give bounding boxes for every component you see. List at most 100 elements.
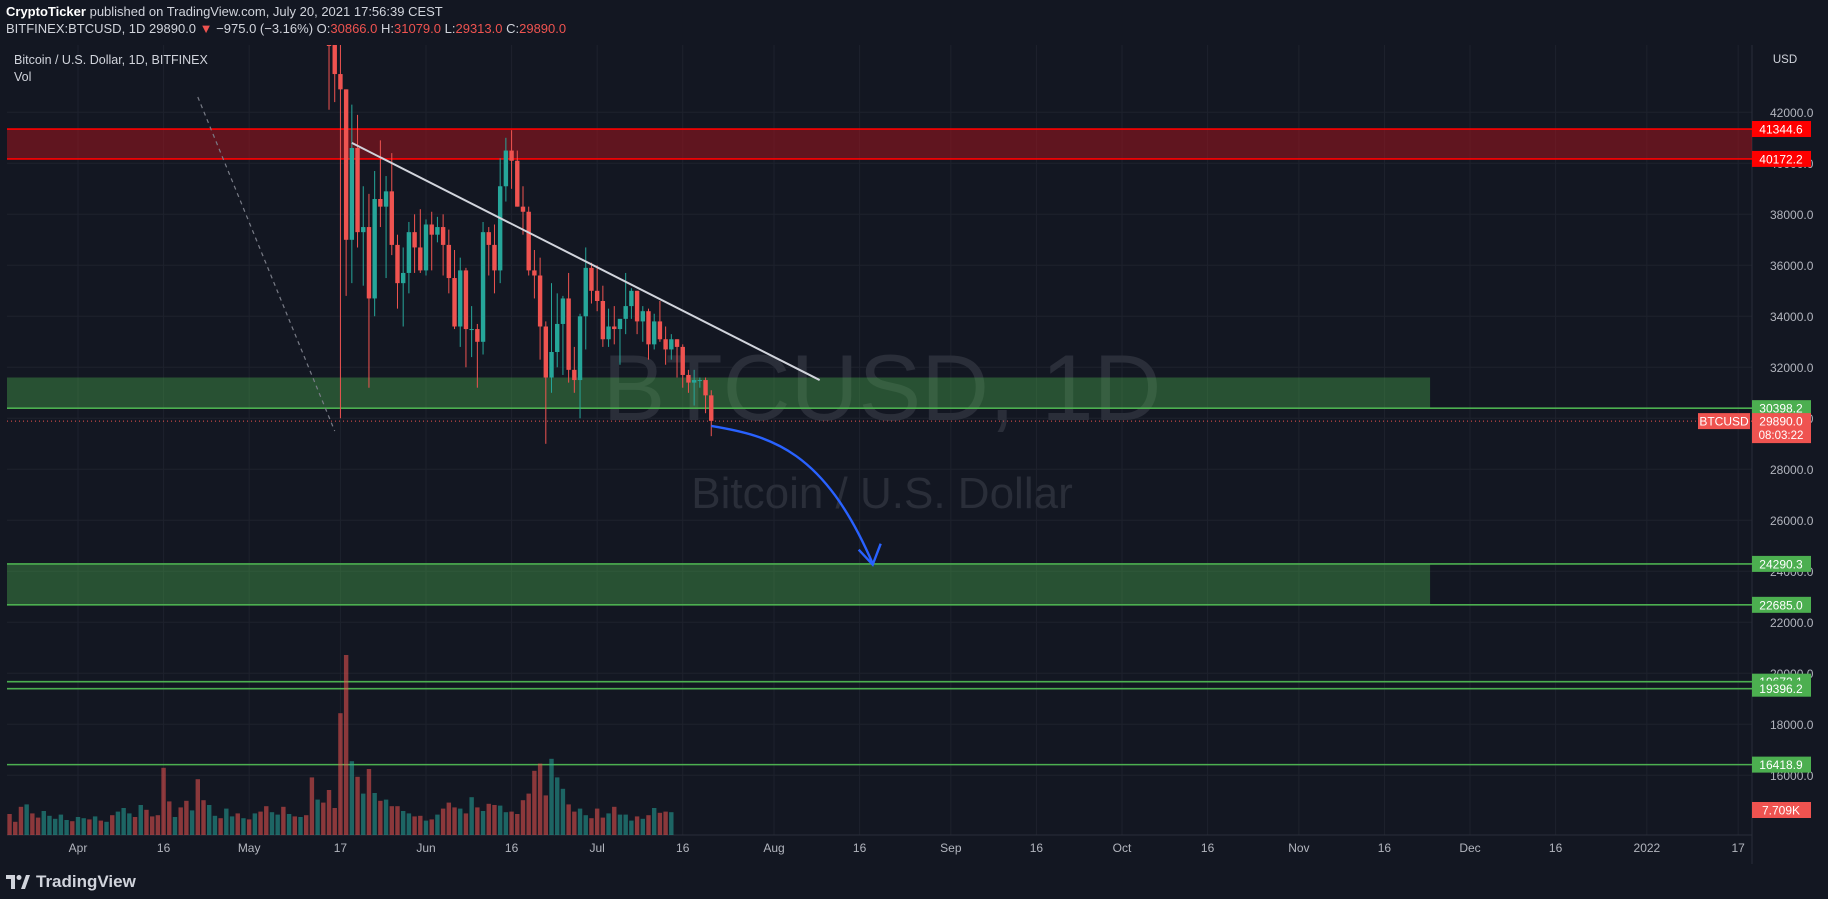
volume-bar bbox=[389, 806, 394, 835]
volume-bar bbox=[458, 808, 463, 835]
volume-bar bbox=[640, 818, 645, 835]
candle-body bbox=[366, 227, 372, 299]
candle-body bbox=[663, 339, 668, 350]
candle-body bbox=[617, 318, 623, 330]
candle-body bbox=[577, 316, 583, 381]
candle-body bbox=[572, 369, 577, 381]
currency-label[interactable]: USD bbox=[1773, 54, 1797, 66]
candle-body bbox=[406, 232, 412, 273]
watermark: BTCUSD, 1D Bitcoin / U.S. Dollar bbox=[603, 335, 1162, 518]
price-label-text: 24290.3 bbox=[1759, 557, 1803, 571]
candle-body bbox=[338, 74, 343, 90]
publish-info: CryptoTicker published on TradingView.co… bbox=[6, 4, 443, 19]
volume-bar bbox=[52, 818, 58, 835]
candle-body bbox=[400, 272, 406, 284]
tradingview-brand: TradingView bbox=[36, 872, 136, 891]
volume-bar bbox=[332, 808, 337, 835]
volume-bar bbox=[144, 809, 149, 835]
candle-body bbox=[509, 150, 514, 161]
volume-bar bbox=[258, 811, 263, 835]
volume-bar bbox=[355, 776, 360, 835]
time-axis[interactable]: Apr 16 May 17 Jun 16 Jul 16 Aug 16 Sep 16 Oct 16 Nov 16… bbox=[69, 841, 1745, 855]
price-tick-label: 26000.0 bbox=[1770, 514, 1814, 528]
volume-bar bbox=[298, 817, 303, 835]
candle-body bbox=[566, 298, 571, 370]
volume-bar bbox=[47, 815, 52, 835]
author-name[interactable]: CryptoTicker bbox=[6, 4, 86, 19]
volume-bar bbox=[149, 816, 155, 835]
candle-body bbox=[326, 45, 332, 46]
volume-bar bbox=[212, 815, 218, 835]
time-tick-label: 16 bbox=[1201, 841, 1215, 855]
header-bar: CryptoTicker published on TradingView.co… bbox=[0, 0, 1828, 42]
volume-bar bbox=[646, 815, 651, 835]
candle-body bbox=[606, 326, 611, 340]
volume-bar bbox=[600, 817, 606, 835]
volume-bar bbox=[577, 808, 583, 835]
price-label-text: 19396.2 bbox=[1759, 682, 1803, 696]
volume-bar bbox=[549, 758, 554, 835]
candle-body bbox=[703, 380, 708, 396]
low-label: L: bbox=[444, 21, 456, 36]
candle-body bbox=[634, 290, 640, 322]
tradingview-logo-icon bbox=[6, 875, 30, 889]
forecast-arrow[interactable] bbox=[711, 424, 874, 565]
volume-bar bbox=[264, 806, 269, 835]
volume-bar bbox=[252, 813, 258, 835]
candle-body bbox=[709, 395, 714, 421]
close-label: C: bbox=[506, 21, 520, 36]
volume-bar bbox=[18, 806, 24, 835]
price-label-text: 30398.2 bbox=[1759, 402, 1803, 416]
volume-bar bbox=[275, 814, 280, 835]
tradingview-logo[interactable]: TradingView bbox=[6, 872, 136, 892]
volume-bar bbox=[480, 811, 486, 835]
candle-body bbox=[332, 45, 337, 75]
volume-bar bbox=[497, 805, 503, 835]
volume-bar bbox=[7, 814, 12, 835]
volume-bar bbox=[30, 813, 35, 835]
time-tick-label: 16 bbox=[505, 841, 519, 855]
volume-bar bbox=[452, 807, 457, 835]
volume-bar bbox=[161, 767, 166, 835]
candle-body bbox=[532, 270, 537, 276]
candle-body bbox=[669, 339, 674, 350]
price-axis[interactable]: 16000.018000.020000.022000.024000.026000… bbox=[1698, 106, 1814, 818]
trend-line[interactable] bbox=[351, 142, 821, 381]
chart-legend: Bitcoin / U.S. Dollar, 1D, BITFINEX Vol bbox=[14, 53, 208, 84]
volume-bar bbox=[172, 817, 178, 835]
volume-bar bbox=[98, 820, 104, 835]
volume-label-badge bbox=[1752, 802, 1811, 818]
price-tick-label: 28000.0 bbox=[1770, 463, 1814, 477]
time-tick-label: 16 bbox=[157, 841, 171, 855]
ohlc-line: BITFINEX:BTCUSD, 1D 29890.0 ▼ −975.0 (−3… bbox=[6, 21, 566, 36]
time-tick-label: 16 bbox=[1549, 841, 1563, 855]
published-text: published on TradingView.com, July 20, 2… bbox=[89, 4, 443, 19]
volume-bar bbox=[281, 806, 286, 835]
time-tick-label: Oct bbox=[1113, 841, 1132, 855]
low-value: 29313.0 bbox=[455, 21, 503, 36]
volume-bar bbox=[24, 804, 29, 835]
volume-bar bbox=[383, 799, 389, 835]
volume-bar bbox=[555, 777, 560, 835]
volume-bar bbox=[543, 795, 549, 835]
volume-bar bbox=[560, 788, 566, 835]
price-label-text: 40172.2 bbox=[1759, 152, 1803, 166]
volume-bar bbox=[503, 812, 509, 835]
volume-bar bbox=[583, 815, 588, 835]
candle-body bbox=[640, 311, 645, 322]
symbol-text: BITFINEX:BTCUSD, 1D bbox=[6, 21, 146, 36]
footer: TradingView bbox=[0, 864, 1828, 899]
candle-body bbox=[343, 89, 349, 240]
price-chart[interactable]: BTCUSD, 1D Bitcoin / U.S. Dollar 16000.0… bbox=[0, 0, 1828, 864]
candle-body bbox=[497, 186, 503, 271]
candle-body bbox=[600, 301, 606, 340]
volume-bar bbox=[13, 821, 18, 835]
price-change: −975.0 (−3.16%) bbox=[216, 21, 314, 36]
volume-bar bbox=[589, 818, 594, 835]
volume-bar bbox=[509, 811, 514, 835]
candle-body bbox=[691, 380, 697, 383]
open-value: 30866.0 bbox=[330, 21, 378, 36]
candle-body bbox=[686, 374, 691, 383]
volume-bar bbox=[606, 813, 611, 835]
volume-bar bbox=[184, 800, 189, 835]
